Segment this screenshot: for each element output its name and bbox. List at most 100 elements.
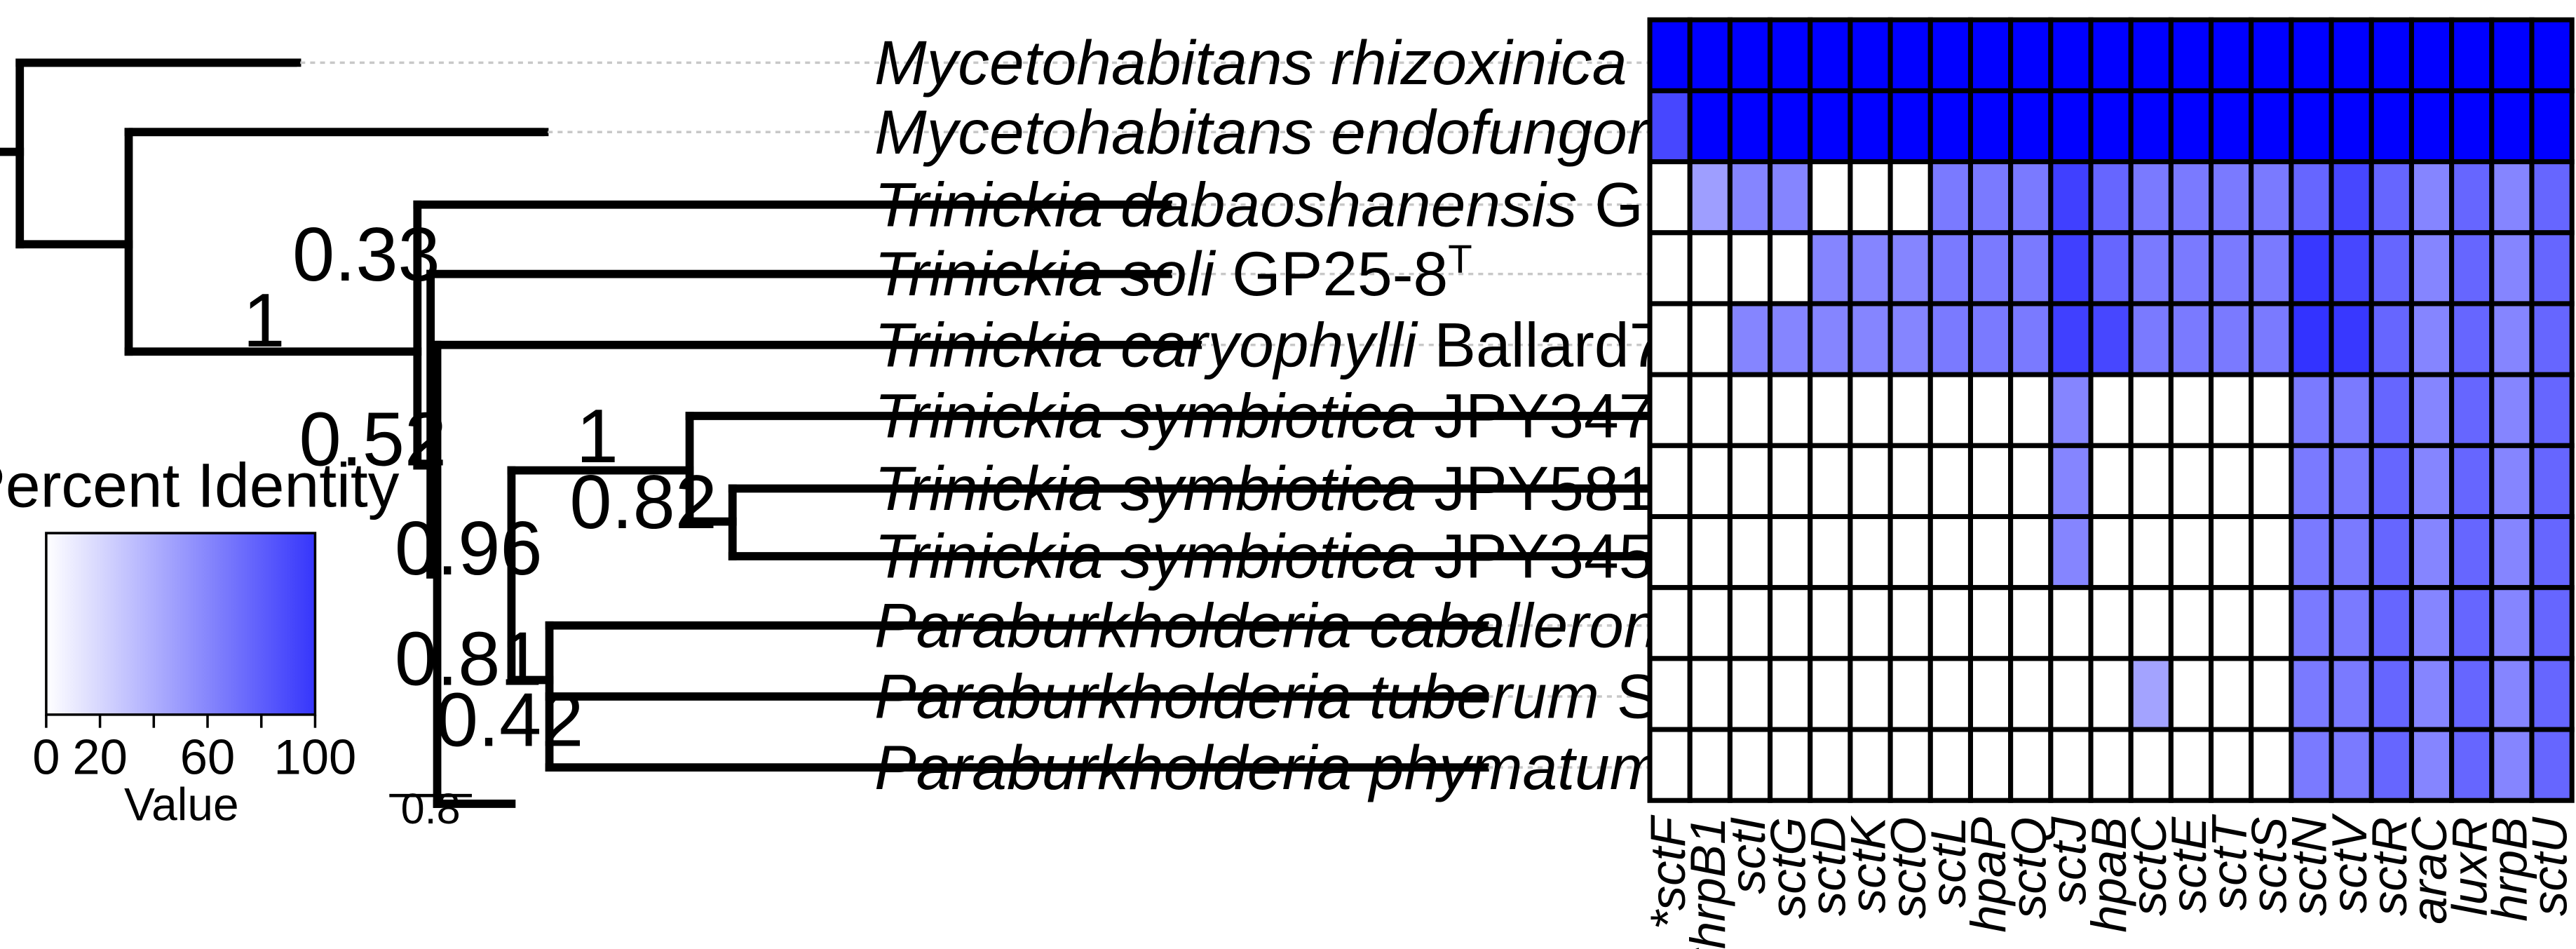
gene-label: luxR <box>2441 817 2497 916</box>
heatmap-cell <box>2408 656 2455 732</box>
heatmap-cell <box>2489 301 2535 377</box>
gene-label: sctL <box>1920 817 1976 908</box>
gene-label: sctN <box>2282 817 2337 916</box>
heatmap-cell <box>2368 443 2414 520</box>
heatmap-cell <box>1808 513 1853 591</box>
heatmap-cell <box>1967 17 2014 93</box>
gene-label: hpaP <box>1960 817 2016 933</box>
heatmap-cell <box>2408 159 2455 236</box>
heatmap-cell <box>2168 727 2214 803</box>
gene-label: sctG <box>1760 817 1815 919</box>
heatmap-cell <box>2328 301 2374 377</box>
heatmap-cell <box>2289 17 2334 93</box>
heatmap-cell <box>2289 443 2334 520</box>
heatmap-cell <box>2088 88 2134 165</box>
legend-title: Percent Identity <box>0 450 400 520</box>
heatmap-cell <box>1848 727 1893 803</box>
heatmap-cell <box>2008 727 2054 803</box>
heatmap-cell <box>2449 230 2495 307</box>
heatmap-cell <box>2328 443 2374 520</box>
taxon-strain: JPY347 <box>1416 381 1653 451</box>
heatmap-cell <box>2449 443 2495 520</box>
gene-label: sctD <box>1801 817 1856 916</box>
taxon-label: Trinickia soli GP25-8T <box>874 236 1472 309</box>
heatmap-cell <box>2249 727 2294 803</box>
heatmap-cell <box>2088 656 2134 732</box>
taxon-strain: JPY581 <box>1416 453 1653 523</box>
heatmap-cell <box>2008 513 2054 591</box>
heatmap-cell <box>2048 301 2094 377</box>
support-value: 1 <box>576 393 618 478</box>
heatmap-cell <box>2449 513 2495 591</box>
heatmap-cell <box>2368 301 2414 377</box>
taxon-species: Paraburkholderia phymatum <box>874 732 1662 802</box>
gene-label: *hrpB1 <box>1680 817 1735 949</box>
heatmap-cell <box>1848 230 1893 307</box>
heatmap-cell <box>2489 585 2535 661</box>
heatmap-cell <box>2008 301 2054 377</box>
heatmap-cell <box>2088 230 2134 307</box>
heatmap-cell <box>1848 17 1893 93</box>
heatmap-cell <box>2328 159 2374 236</box>
heatmap-cell <box>2088 159 2134 236</box>
heatmap-cell <box>1808 585 1853 661</box>
heatmap-cell <box>1927 230 1974 307</box>
heatmap-cell <box>2529 17 2575 93</box>
heatmap-cell <box>2529 443 2575 520</box>
heatmap-cell <box>2249 301 2294 377</box>
heatmap-cell <box>2289 656 2334 732</box>
heatmap-cell <box>2209 88 2254 165</box>
heatmap-cell <box>1727 230 1773 307</box>
heatmap-cell <box>1887 727 1933 803</box>
heatmap-cell <box>2529 585 2575 661</box>
heatmap-cell <box>2489 17 2535 93</box>
heatmap-cell <box>1967 88 2014 165</box>
heatmap-cell <box>2408 230 2455 307</box>
heatmap-cell <box>1848 443 1893 520</box>
heatmap-cell <box>1848 585 1893 661</box>
heatmap-cell <box>1727 585 1773 661</box>
heatmap-cell <box>2408 88 2455 165</box>
heatmap-cell <box>1687 513 1733 591</box>
gene-label: sctT <box>2201 814 2256 910</box>
heatmap-cell <box>2449 585 2495 661</box>
heatmap-cell <box>2249 17 2294 93</box>
heatmap-cell <box>2408 727 2455 803</box>
heatmap-cell <box>1687 159 1733 236</box>
heatmap-cell <box>2289 727 2334 803</box>
heatmap-cell <box>1967 656 2014 732</box>
support-value: 0.33 <box>292 212 440 297</box>
heatmap-cell <box>2008 585 2054 661</box>
gene-label: sctK <box>1841 815 1896 913</box>
heatmap-cell <box>2489 88 2535 165</box>
heatmap-cell <box>2088 17 2134 93</box>
heatmap-cell <box>2249 372 2294 448</box>
heatmap-cell <box>1687 656 1733 732</box>
heatmap-cell <box>2128 372 2174 448</box>
gene-label: sctV <box>2321 813 2377 913</box>
heatmap-cell <box>2249 159 2294 236</box>
heatmap-cell <box>2048 88 2094 165</box>
heatmap-cell <box>1967 443 2014 520</box>
heatmap-cell <box>1967 727 2014 803</box>
heatmap-cell <box>1727 301 1773 377</box>
heatmap-cell <box>2328 17 2374 93</box>
taxon-species: Mycetohabitans rhizoxinica <box>874 27 1627 97</box>
heatmap-cell <box>2209 585 2254 661</box>
legend-gradient-bar <box>45 532 317 716</box>
support-value: 1 <box>243 278 285 363</box>
heatmap-cell <box>2249 230 2294 307</box>
gene-label: sctJ <box>2041 816 2096 905</box>
heatmap-cell <box>1887 159 1933 236</box>
heatmap-cell <box>1808 88 1853 165</box>
heatmap-cell <box>1768 159 1813 236</box>
taxon-label: Trinickia symbiotica JPY347 <box>874 381 1653 451</box>
heatmap-cell <box>1647 159 1693 236</box>
heatmap-cell <box>2368 88 2414 165</box>
heatmap-cell <box>2209 17 2254 93</box>
heatmap-cell <box>1727 88 1773 165</box>
heatmap-cell <box>2088 443 2134 520</box>
heatmap-cell <box>2249 443 2294 520</box>
heatmap-cell <box>1768 513 1813 591</box>
heatmap-cell <box>1768 17 1813 93</box>
